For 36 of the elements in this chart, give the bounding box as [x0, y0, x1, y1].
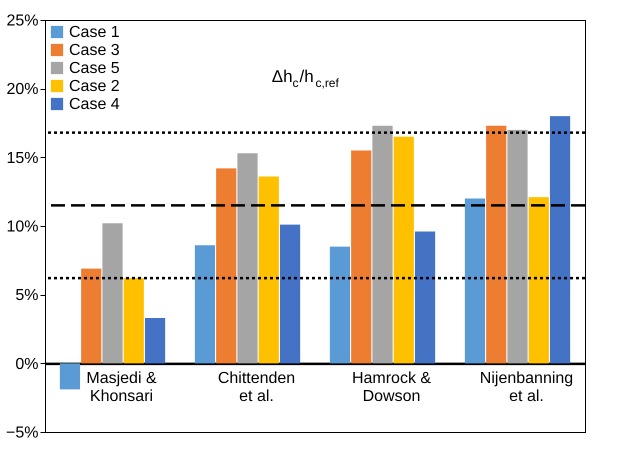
- x-tick-label: Nijenbanning et al.: [480, 370, 574, 405]
- bar: [394, 136, 414, 364]
- bar: [237, 153, 258, 364]
- legend-label: Case 2: [69, 78, 120, 95]
- y-tick-label: 20%: [6, 81, 38, 98]
- bar: [280, 224, 300, 364]
- y-tick-label: 25%: [6, 12, 38, 30]
- y-tick-label: 0%: [15, 356, 38, 373]
- bar: [330, 246, 350, 364]
- bar: [102, 223, 123, 364]
- legend-label: Case 1: [69, 24, 120, 41]
- x-tick-label: Chittenden et al.: [218, 370, 296, 405]
- bar: [194, 245, 216, 364]
- y-tick-label: −5%: [6, 424, 38, 442]
- legend-label: Case 5: [69, 60, 120, 77]
- legend-label: Case 4: [69, 96, 120, 113]
- y-tick-label: 15%: [6, 150, 38, 167]
- bar: [258, 176, 279, 364]
- x-tick-label: Hamrock & Dowson: [352, 370, 432, 405]
- x-tick-label: Masjedi & Khonsari: [86, 370, 157, 405]
- bar: [528, 197, 549, 364]
- bar: [372, 126, 393, 364]
- legend-label: Case 3: [69, 42, 120, 59]
- bar: [507, 130, 528, 364]
- bar: [60, 363, 80, 390]
- bar: [486, 126, 506, 364]
- y-tick-label: 5%: [15, 287, 38, 304]
- bar: [414, 231, 436, 364]
- bar: [144, 318, 166, 364]
- bar: [464, 198, 486, 364]
- y-tick-label: 10%: [6, 218, 38, 236]
- bar: [351, 150, 372, 364]
- bar: [550, 116, 570, 364]
- bar: [124, 278, 144, 364]
- bar: [216, 168, 236, 364]
- bar: [81, 268, 102, 364]
